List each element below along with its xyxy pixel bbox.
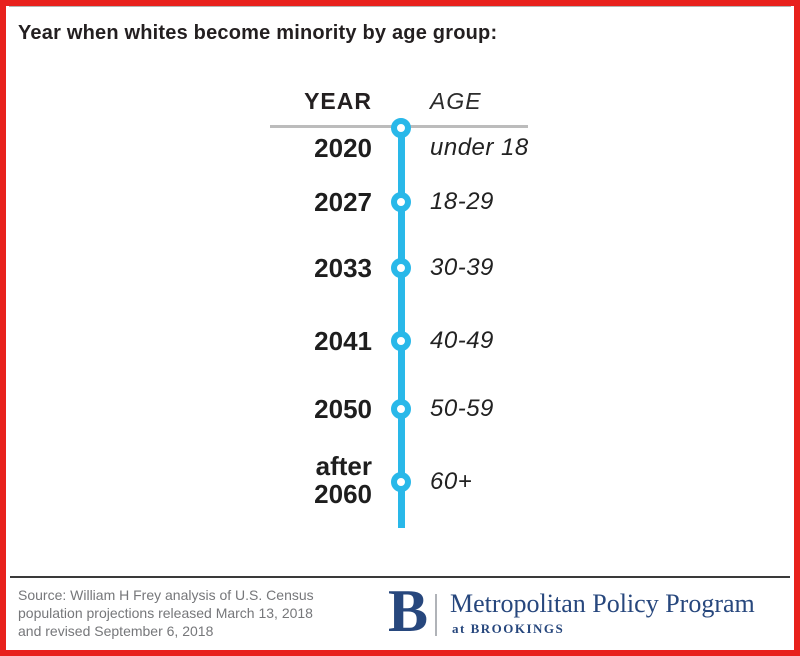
timeline-marker	[391, 399, 411, 419]
year-label: 2027	[314, 187, 372, 217]
age-label: 50-59	[430, 395, 494, 422]
source-note: Source: William H Frey analysis of U.S. …	[18, 586, 314, 640]
logo-program-name: Metropolitan Policy Program	[450, 589, 755, 618]
timeline-marker	[391, 192, 411, 212]
age-label: 30-39	[430, 254, 494, 281]
logo-divider	[435, 594, 437, 636]
year-label: after 2060	[314, 451, 372, 509]
year-label: 2020	[314, 133, 372, 163]
source-line: Source: William H Frey analysis of U.S. …	[18, 587, 314, 603]
timeline-marker	[391, 118, 411, 138]
chart-title: Year when whites become minority by age …	[18, 22, 498, 44]
source-line: and revised September 6, 2018	[18, 623, 214, 639]
age-label: 18-29	[430, 188, 494, 215]
timeline-marker	[391, 258, 411, 278]
year-label: 2041	[314, 326, 372, 356]
year-label: 2050	[314, 394, 372, 424]
year-label: 2033	[314, 253, 372, 283]
logo-subtitle-brand: BROOKINGS	[470, 621, 565, 636]
timeline-axis-line	[398, 127, 405, 528]
top-hairline	[9, 5, 791, 7]
brookings-b-logo-icon: B	[388, 578, 429, 644]
column-header-year: YEAR	[304, 88, 372, 114]
age-label: under 18	[430, 134, 529, 161]
footer-divider	[10, 576, 790, 578]
logo-subtitle: at BROOKINGS	[452, 621, 564, 637]
timeline-marker	[391, 472, 411, 492]
age-label: 60+	[430, 468, 473, 495]
timeline-marker	[391, 331, 411, 351]
column-header-age: AGE	[430, 88, 482, 114]
source-line: population projections released March 13…	[18, 605, 313, 621]
age-label: 40-49	[430, 327, 494, 354]
logo-subtitle-prefix: at	[452, 621, 466, 636]
